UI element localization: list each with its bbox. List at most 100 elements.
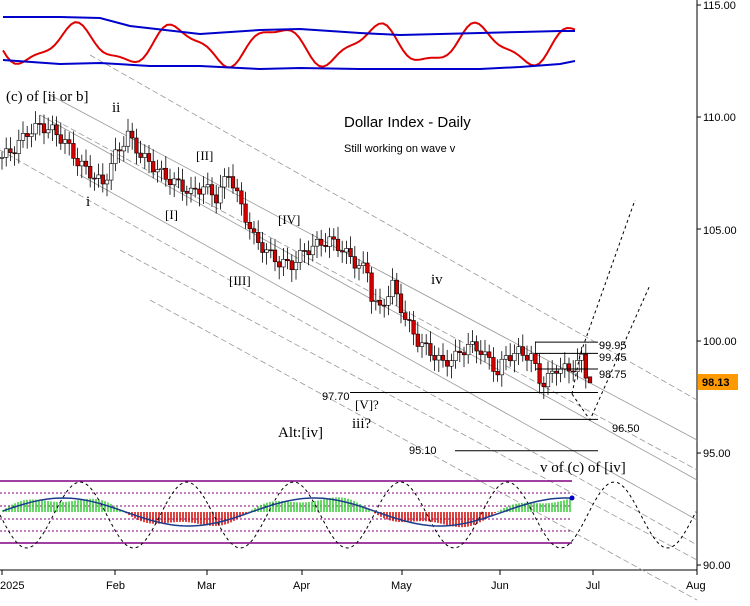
candle-body <box>327 236 332 247</box>
candle-body <box>348 248 353 257</box>
candle-body <box>46 129 51 134</box>
wave-label-II: [II] <box>196 148 213 163</box>
candle-body <box>134 137 139 154</box>
candle-body <box>457 350 462 353</box>
wave-label-ii: ii <box>112 100 120 116</box>
candle-body <box>235 187 240 192</box>
candle-body <box>16 140 21 154</box>
x-tick-label: Apr <box>293 580 310 592</box>
level-label: 97.70 <box>322 391 350 403</box>
y-tick-label: 90.00 <box>703 560 731 572</box>
wave-label-i: i <box>86 194 90 210</box>
candle-body <box>571 370 576 373</box>
x-tick-label: Jul <box>586 580 600 592</box>
oscillator-line-red <box>2 21 576 69</box>
candle-body <box>579 353 584 361</box>
last-price-tag: 98.13 <box>698 374 738 390</box>
candle-body <box>201 186 206 195</box>
candle-body <box>96 174 101 179</box>
candle-body <box>587 376 593 384</box>
candle-body <box>386 296 391 306</box>
wave-label-target: v of (c) of [iv] <box>540 460 626 476</box>
signal-dot <box>569 495 575 501</box>
candle-body <box>209 184 215 196</box>
candle-body <box>335 238 341 251</box>
last-price-label: 98.13 <box>702 377 730 389</box>
candle-body <box>79 160 84 167</box>
candle-body <box>512 353 517 362</box>
x-tick-label: Aug <box>686 580 706 592</box>
channel-line <box>119 249 698 561</box>
candle-body <box>419 342 425 347</box>
bottom-oscillator-panel <box>0 480 697 549</box>
wave-label-top-left: (c) of [ii or b] <box>6 89 88 105</box>
candle-body <box>449 360 454 367</box>
x-tick-label: Jun <box>491 580 509 592</box>
level-label: 96.50 <box>612 423 640 435</box>
wave-label-V: [V]? <box>355 397 379 412</box>
cycle-wave <box>0 481 697 549</box>
candle-body <box>117 149 122 152</box>
candle-body <box>25 133 30 137</box>
candle-body <box>155 169 160 173</box>
candle-body <box>432 355 437 361</box>
candle-body <box>520 346 525 356</box>
candle-body <box>340 250 345 253</box>
candle-body <box>138 152 143 158</box>
level-label: 98.75 <box>599 369 627 381</box>
x-tick-label: 2025 <box>0 580 24 592</box>
candle-body <box>4 148 9 158</box>
candle-body <box>461 352 467 356</box>
price-levels <box>350 341 598 452</box>
wave-label-alt-iv: Alt:[iv] <box>278 425 323 441</box>
candle-body <box>71 143 76 159</box>
candle-body <box>499 358 504 376</box>
candle-body <box>121 145 126 152</box>
candle-body <box>566 363 572 372</box>
candle-body <box>268 249 273 252</box>
candle-body <box>113 149 118 164</box>
candle-body <box>356 265 362 269</box>
projection-paths <box>571 199 651 422</box>
candle-body <box>482 351 488 355</box>
candle-body <box>285 259 290 262</box>
projection-alt <box>571 284 651 422</box>
candle-body <box>29 133 34 137</box>
candle-body <box>440 355 446 361</box>
candle-body <box>104 179 110 185</box>
candle-body <box>20 133 26 141</box>
wave-label-I: [I] <box>165 207 178 222</box>
candle-body <box>310 245 315 256</box>
candle-body <box>453 350 458 361</box>
y-tick-label: 110.00 <box>703 112 736 124</box>
candle-body <box>478 350 483 355</box>
projection-up <box>571 199 636 395</box>
candle-body <box>293 262 299 271</box>
candle-body <box>109 163 114 181</box>
candle-body <box>260 242 265 253</box>
candle-body <box>554 370 559 374</box>
x-axis: 2025 Feb Mar Apr May Jun Jul Aug <box>0 570 706 592</box>
candle-body <box>256 232 261 243</box>
candle-body <box>373 299 378 302</box>
chart-subtitle: Still working on wave v <box>344 143 456 155</box>
wave-label-iv: iv <box>431 272 443 288</box>
candle-body <box>62 139 68 144</box>
candle-body <box>445 360 450 367</box>
candle-body <box>0 157 5 159</box>
candle-body <box>323 245 328 247</box>
candle-body <box>226 176 231 178</box>
candle-body <box>12 152 17 155</box>
candle-body <box>369 272 374 302</box>
y-tick-label: 115.00 <box>703 0 736 12</box>
candle-body <box>130 130 135 139</box>
candle-body <box>230 176 236 189</box>
candle-body <box>75 158 80 167</box>
y-tick-label: 100.00 <box>703 336 737 348</box>
candle-body <box>247 221 252 230</box>
candle-body <box>470 341 475 345</box>
candle-body <box>264 249 269 253</box>
candle-body <box>474 341 479 352</box>
wave-label-iii: iii? <box>352 416 372 432</box>
candle-body <box>516 346 521 354</box>
